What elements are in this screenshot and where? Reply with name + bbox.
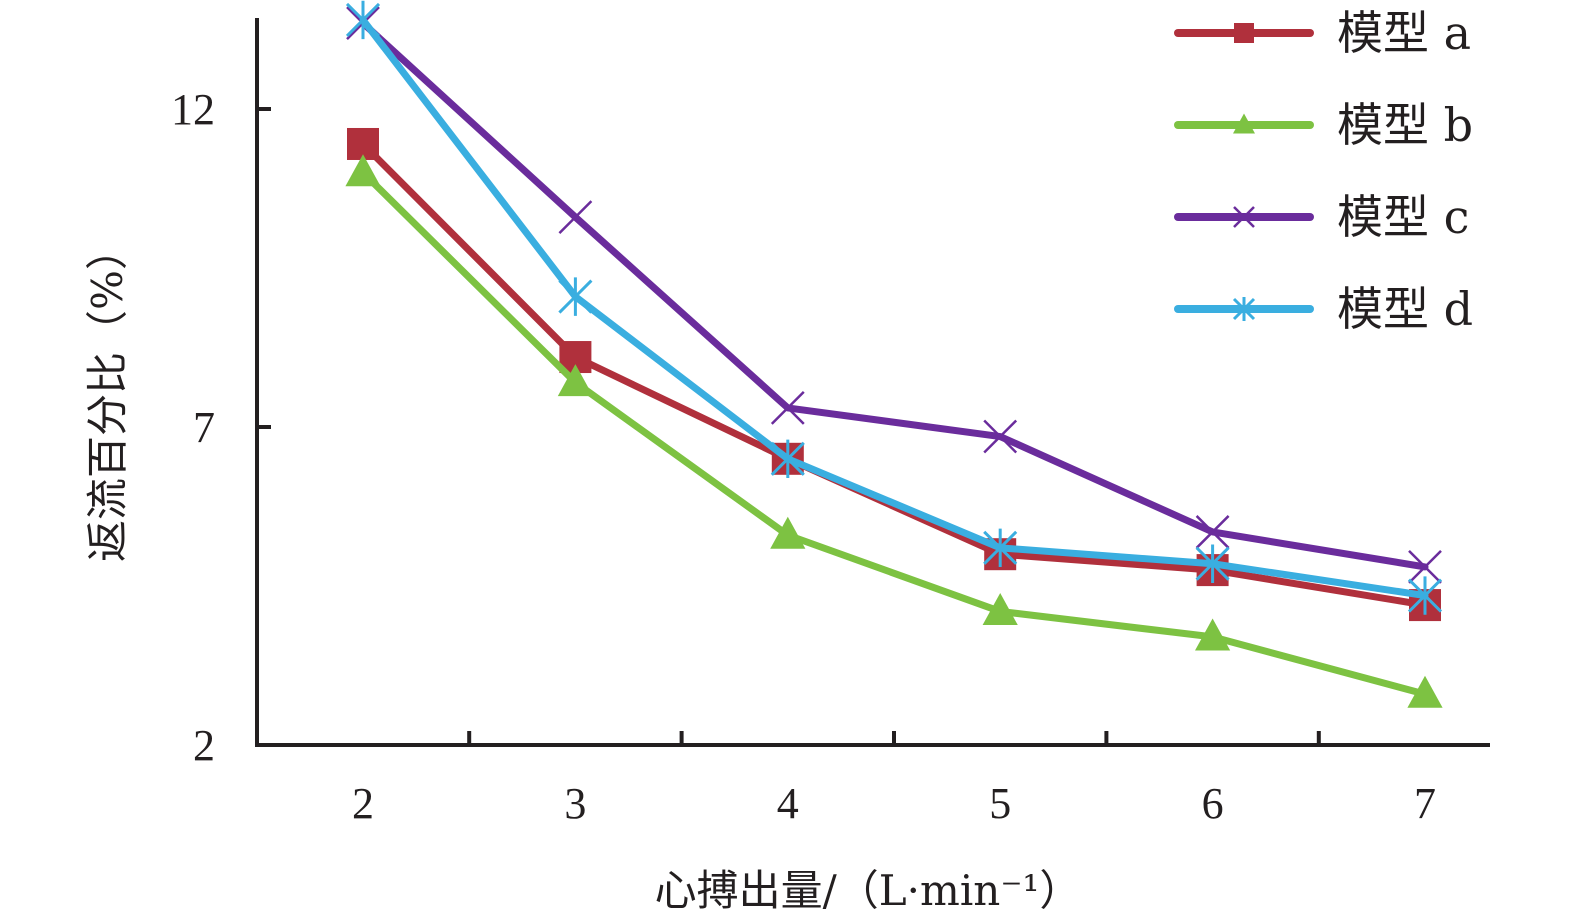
data-point-marker — [1195, 515, 1230, 549]
series-line — [359, 169, 1429, 698]
series-3 — [346, 6, 1442, 584]
axes — [255, 18, 1490, 747]
data-point-marker — [558, 277, 593, 316]
data-point-marker — [982, 593, 1018, 626]
data-point-marker — [557, 364, 593, 397]
data-point-marker — [1408, 550, 1442, 584]
legend: 模型 a 模型 b 模型 c 模型 d — [1174, 6, 1473, 336]
data-point-marker — [558, 200, 593, 235]
legend-label: 模型 a — [1337, 6, 1471, 60]
x-tick-label: 5 — [989, 779, 1011, 828]
series-line — [359, 19, 1429, 571]
data-point-marker — [345, 154, 381, 187]
y-tick-label: 12 — [171, 85, 215, 134]
legend-item: 模型 d — [1174, 282, 1473, 336]
series-4 — [345, 0, 1443, 615]
data-point-marker — [1407, 675, 1443, 708]
data-point-marker — [345, 0, 381, 40]
x-tick-label: 6 — [1202, 779, 1224, 828]
data-point-marker — [770, 516, 806, 549]
series-2 — [345, 154, 1443, 708]
data-point-marker — [1195, 544, 1230, 583]
data-point-marker — [1233, 113, 1255, 134]
series-1 — [347, 127, 1441, 622]
legend-label: 模型 d — [1337, 282, 1473, 336]
legend-label: 模型 c — [1337, 190, 1469, 244]
ticks: 2 7 12 2 3 4 5 6 7 — [171, 85, 1436, 828]
x-axis-title: 心搏出量/（L·min⁻¹） — [655, 866, 1082, 915]
x-tick-label: 2 — [352, 779, 374, 828]
data-point-marker — [770, 439, 805, 478]
data-point-marker — [1233, 206, 1255, 228]
data-point-marker — [983, 528, 1018, 568]
data-point-marker — [1232, 297, 1256, 321]
series-line — [359, 16, 1429, 600]
legend-label: 模型 b — [1337, 98, 1473, 152]
legend-item: 模型 a — [1174, 6, 1471, 60]
data-point-marker — [770, 391, 805, 425]
y-tick-label: 7 — [193, 403, 215, 452]
y-tick-label: 2 — [193, 721, 215, 770]
x-tick-label: 3 — [564, 779, 586, 828]
y-axis-title: 返流百分比（%） — [83, 228, 132, 562]
data-point-marker — [1407, 576, 1443, 615]
legend-item: 模型 c — [1174, 190, 1469, 244]
x-tick-label: 7 — [1414, 779, 1436, 828]
legend-item: 模型 b — [1174, 98, 1473, 152]
data-point-marker — [1195, 618, 1231, 651]
x-tick-label: 4 — [777, 779, 799, 828]
data-point-marker — [1234, 23, 1254, 43]
data-point-marker — [983, 419, 1018, 454]
series-layer — [345, 0, 1443, 708]
